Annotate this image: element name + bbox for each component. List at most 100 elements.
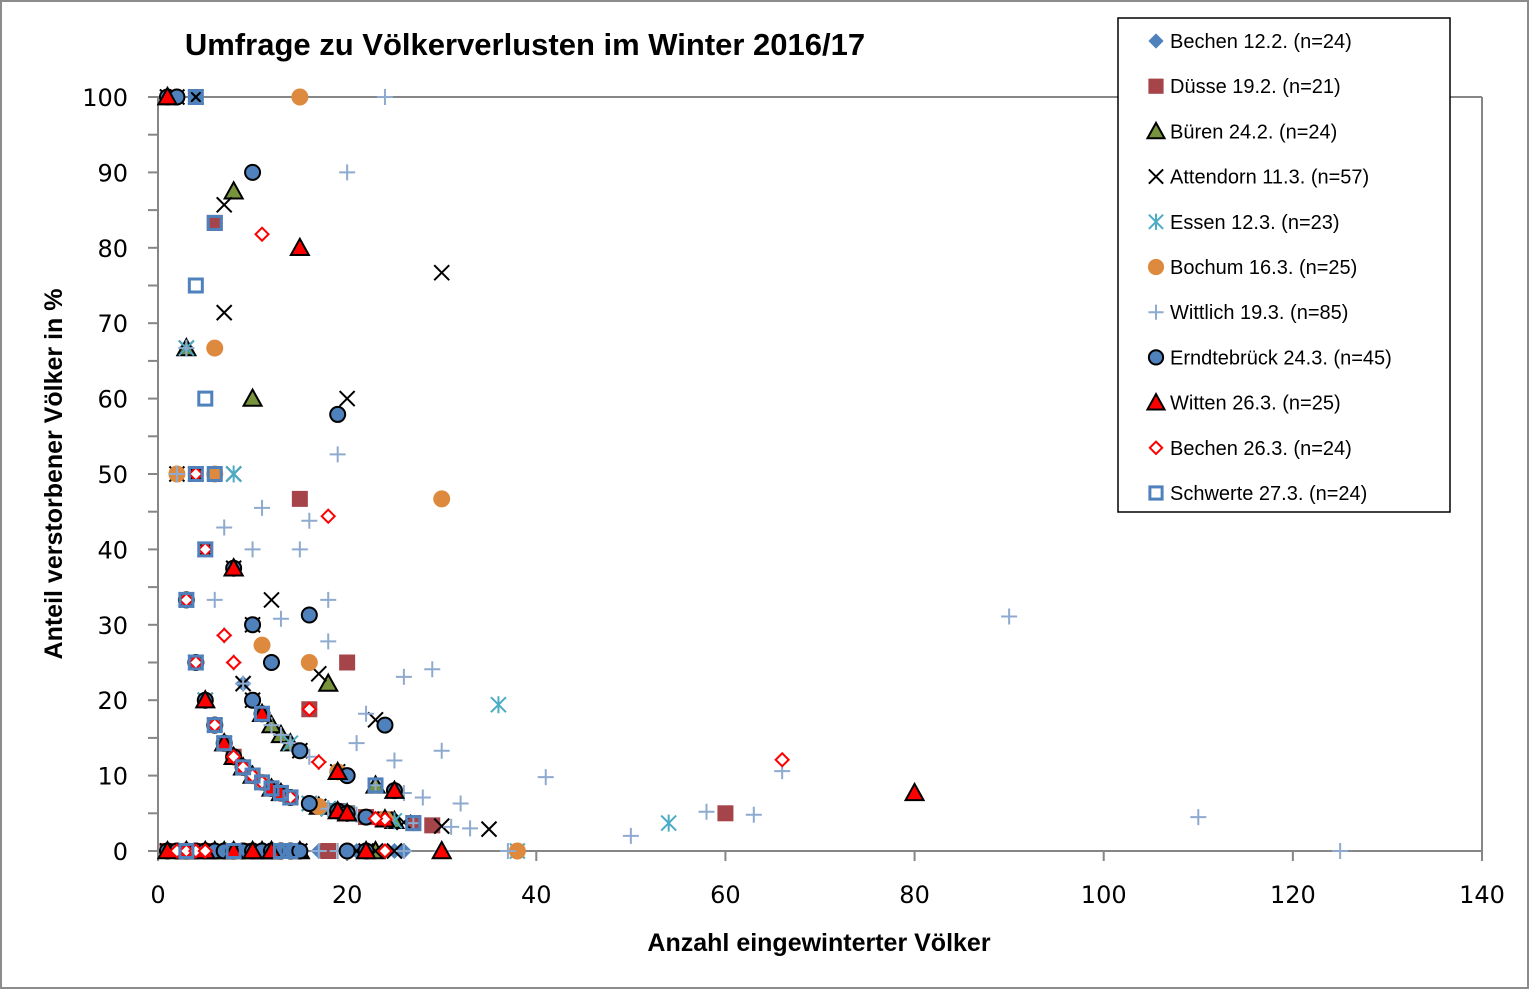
data-point bbox=[338, 390, 356, 407]
data-point bbox=[291, 742, 309, 760]
x-tick-label: 20 bbox=[332, 881, 363, 909]
data-point bbox=[272, 843, 289, 859]
data-point bbox=[168, 466, 185, 482]
data-point bbox=[206, 214, 223, 231]
legend-item: Attendorn 11.3. (n=57) bbox=[1148, 167, 1369, 189]
legend-marker-icon bbox=[1148, 440, 1164, 456]
data-point bbox=[443, 818, 460, 835]
data-point bbox=[263, 591, 280, 609]
y-tick-label: 80 bbox=[97, 235, 128, 263]
data-point bbox=[1001, 608, 1018, 625]
data-point bbox=[376, 716, 394, 734]
x-tick-label: 140 bbox=[1459, 881, 1505, 909]
data-point bbox=[222, 180, 245, 200]
data-point bbox=[206, 214, 223, 231]
data-point bbox=[263, 780, 280, 797]
data-point bbox=[320, 633, 337, 650]
data-point bbox=[376, 89, 393, 105]
data-point bbox=[225, 465, 242, 483]
data-point bbox=[310, 843, 327, 859]
legend-label: Wittlich 19.3. (n=85) bbox=[1170, 302, 1348, 324]
y-tick-label: 50 bbox=[97, 461, 128, 489]
y-axis-title: Anteil verstorbener Völker in % bbox=[40, 289, 68, 660]
data-point bbox=[320, 508, 337, 525]
data-point bbox=[452, 795, 469, 812]
data-point bbox=[225, 843, 242, 859]
data-point bbox=[206, 339, 224, 357]
legend-marker-icon bbox=[1145, 120, 1167, 140]
legend-label: Schwerte 27.3. (n=24) bbox=[1170, 483, 1367, 505]
data-point bbox=[424, 661, 441, 678]
legend-marker-icon bbox=[1148, 213, 1164, 230]
data-point bbox=[187, 277, 204, 294]
data-point bbox=[395, 843, 412, 859]
data-point bbox=[178, 340, 195, 357]
data-point bbox=[336, 802, 358, 822]
data-point bbox=[206, 465, 224, 483]
data-point bbox=[367, 810, 384, 827]
legend-label: Bechen 26.3. (n=24) bbox=[1170, 438, 1352, 460]
x-tick-label: 120 bbox=[1270, 881, 1316, 909]
data-point bbox=[254, 499, 271, 516]
data-point bbox=[414, 789, 431, 806]
data-point bbox=[206, 591, 223, 608]
x-tick-label: 40 bbox=[521, 881, 552, 909]
series-5 bbox=[158, 88, 526, 860]
data-points bbox=[156, 85, 1349, 860]
data-point bbox=[1190, 809, 1207, 826]
data-point bbox=[320, 843, 337, 859]
data-point bbox=[774, 751, 791, 768]
data-point bbox=[317, 672, 339, 692]
legend-label: Witten 26.3. (n=25) bbox=[1170, 393, 1341, 415]
legend-item: Düsse 19.2. (n=21) bbox=[1148, 76, 1341, 98]
chart-title: Umfrage zu Völkerverlusten im Winter 201… bbox=[185, 27, 865, 62]
legend-marker-icon bbox=[1148, 78, 1164, 94]
legend-item: Bochum 16.3. (n=25) bbox=[1147, 257, 1357, 279]
data-point bbox=[1332, 843, 1349, 859]
data-point bbox=[433, 817, 450, 835]
data-point bbox=[187, 466, 204, 482]
data-point bbox=[254, 226, 270, 243]
legend-label: Büren 24.2. (n=24) bbox=[1170, 121, 1337, 143]
data-point bbox=[660, 814, 677, 832]
legend-label: Erndtebrück 24.3. (n=45) bbox=[1170, 347, 1392, 369]
data-point bbox=[433, 490, 451, 508]
legend-item: Wittlich 19.3. (n=85) bbox=[1148, 302, 1348, 324]
legend-label: Essen 12.3. (n=23) bbox=[1170, 212, 1340, 234]
legend-item: Büren 24.2. (n=24) bbox=[1145, 120, 1337, 143]
data-point bbox=[225, 654, 242, 671]
legend-marker-icon bbox=[1148, 168, 1164, 185]
legend-marker-icon bbox=[1148, 33, 1164, 49]
data-point bbox=[197, 541, 214, 558]
data-point bbox=[377, 843, 393, 859]
data-point bbox=[272, 726, 289, 743]
legend-item: Bechen 12.2. (n=24) bbox=[1148, 31, 1352, 53]
y-tick-label: 10 bbox=[97, 763, 128, 791]
data-point bbox=[260, 839, 283, 860]
legend-item: Essen 12.3. (n=23) bbox=[1148, 212, 1340, 234]
legend-marker-icon bbox=[1145, 391, 1167, 411]
y-tick-label: 30 bbox=[97, 612, 128, 640]
data-point bbox=[537, 769, 554, 786]
data-point bbox=[254, 705, 271, 722]
data-point bbox=[383, 779, 406, 799]
data-point bbox=[745, 806, 762, 823]
data-point bbox=[499, 843, 516, 859]
data-point bbox=[291, 88, 309, 106]
legend-marker-icon bbox=[1148, 304, 1164, 320]
legend-item: Erndtebrück 24.3. (n=45) bbox=[1147, 347, 1392, 369]
data-point bbox=[291, 541, 308, 558]
data-point bbox=[262, 654, 280, 671]
data-point bbox=[698, 803, 715, 820]
data-point bbox=[300, 794, 318, 812]
data-point bbox=[197, 390, 214, 407]
y-tick-label: 0 bbox=[113, 838, 128, 866]
data-point bbox=[244, 541, 261, 558]
x-tick-label: 0 bbox=[150, 881, 165, 909]
legend-box bbox=[1117, 17, 1451, 513]
data-point bbox=[355, 839, 377, 860]
data-point bbox=[433, 742, 450, 759]
data-point bbox=[282, 843, 299, 859]
data-point bbox=[241, 839, 264, 860]
